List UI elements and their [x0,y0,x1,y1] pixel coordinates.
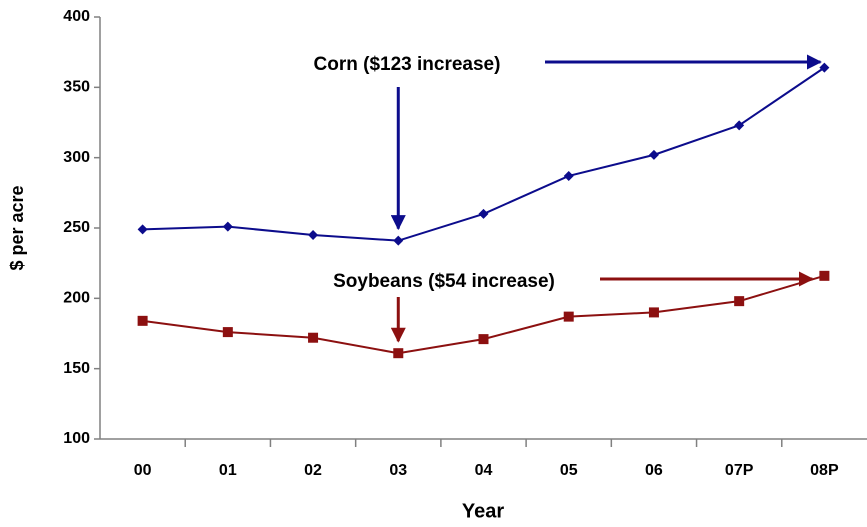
y-tick-label: 200 [63,290,90,307]
annotation: Corn ($123 increase) [314,54,501,75]
point [819,270,830,281]
x-tick-label: 05 [560,462,578,479]
point [648,307,659,318]
y-axis-label: $ per acre [7,185,27,270]
y-tick-label: 400 [63,8,90,25]
point [648,149,659,160]
x-tick-label: 01 [219,462,237,479]
point [734,296,745,307]
x-axis-label: Year [462,500,504,522]
point [563,170,574,181]
x-tick-label: 06 [645,462,663,479]
y-tick-label: 300 [63,149,90,166]
x-tick-label: 07P [725,462,754,479]
point [308,332,319,343]
x-tick-label: 00 [134,462,152,479]
point [222,221,233,232]
point [137,315,148,326]
x-tick-label: 08P [810,462,839,479]
y-tick-label: 100 [63,430,90,447]
point [137,224,148,235]
point [308,230,319,241]
x-tick-label: 04 [475,462,493,479]
y-tick-label: 250 [63,219,90,236]
point [478,208,489,219]
point [819,62,830,73]
point [393,235,404,246]
annotation: Soybeans ($54 increase) [333,271,555,292]
x-tick-label: 03 [389,462,407,479]
x-tick-label: 02 [304,462,322,479]
y-tick-label: 150 [63,360,90,377]
point [393,348,404,359]
point [222,327,233,338]
point [478,334,489,345]
y-tick-label: 350 [63,79,90,96]
point [734,120,745,131]
point [563,311,574,322]
